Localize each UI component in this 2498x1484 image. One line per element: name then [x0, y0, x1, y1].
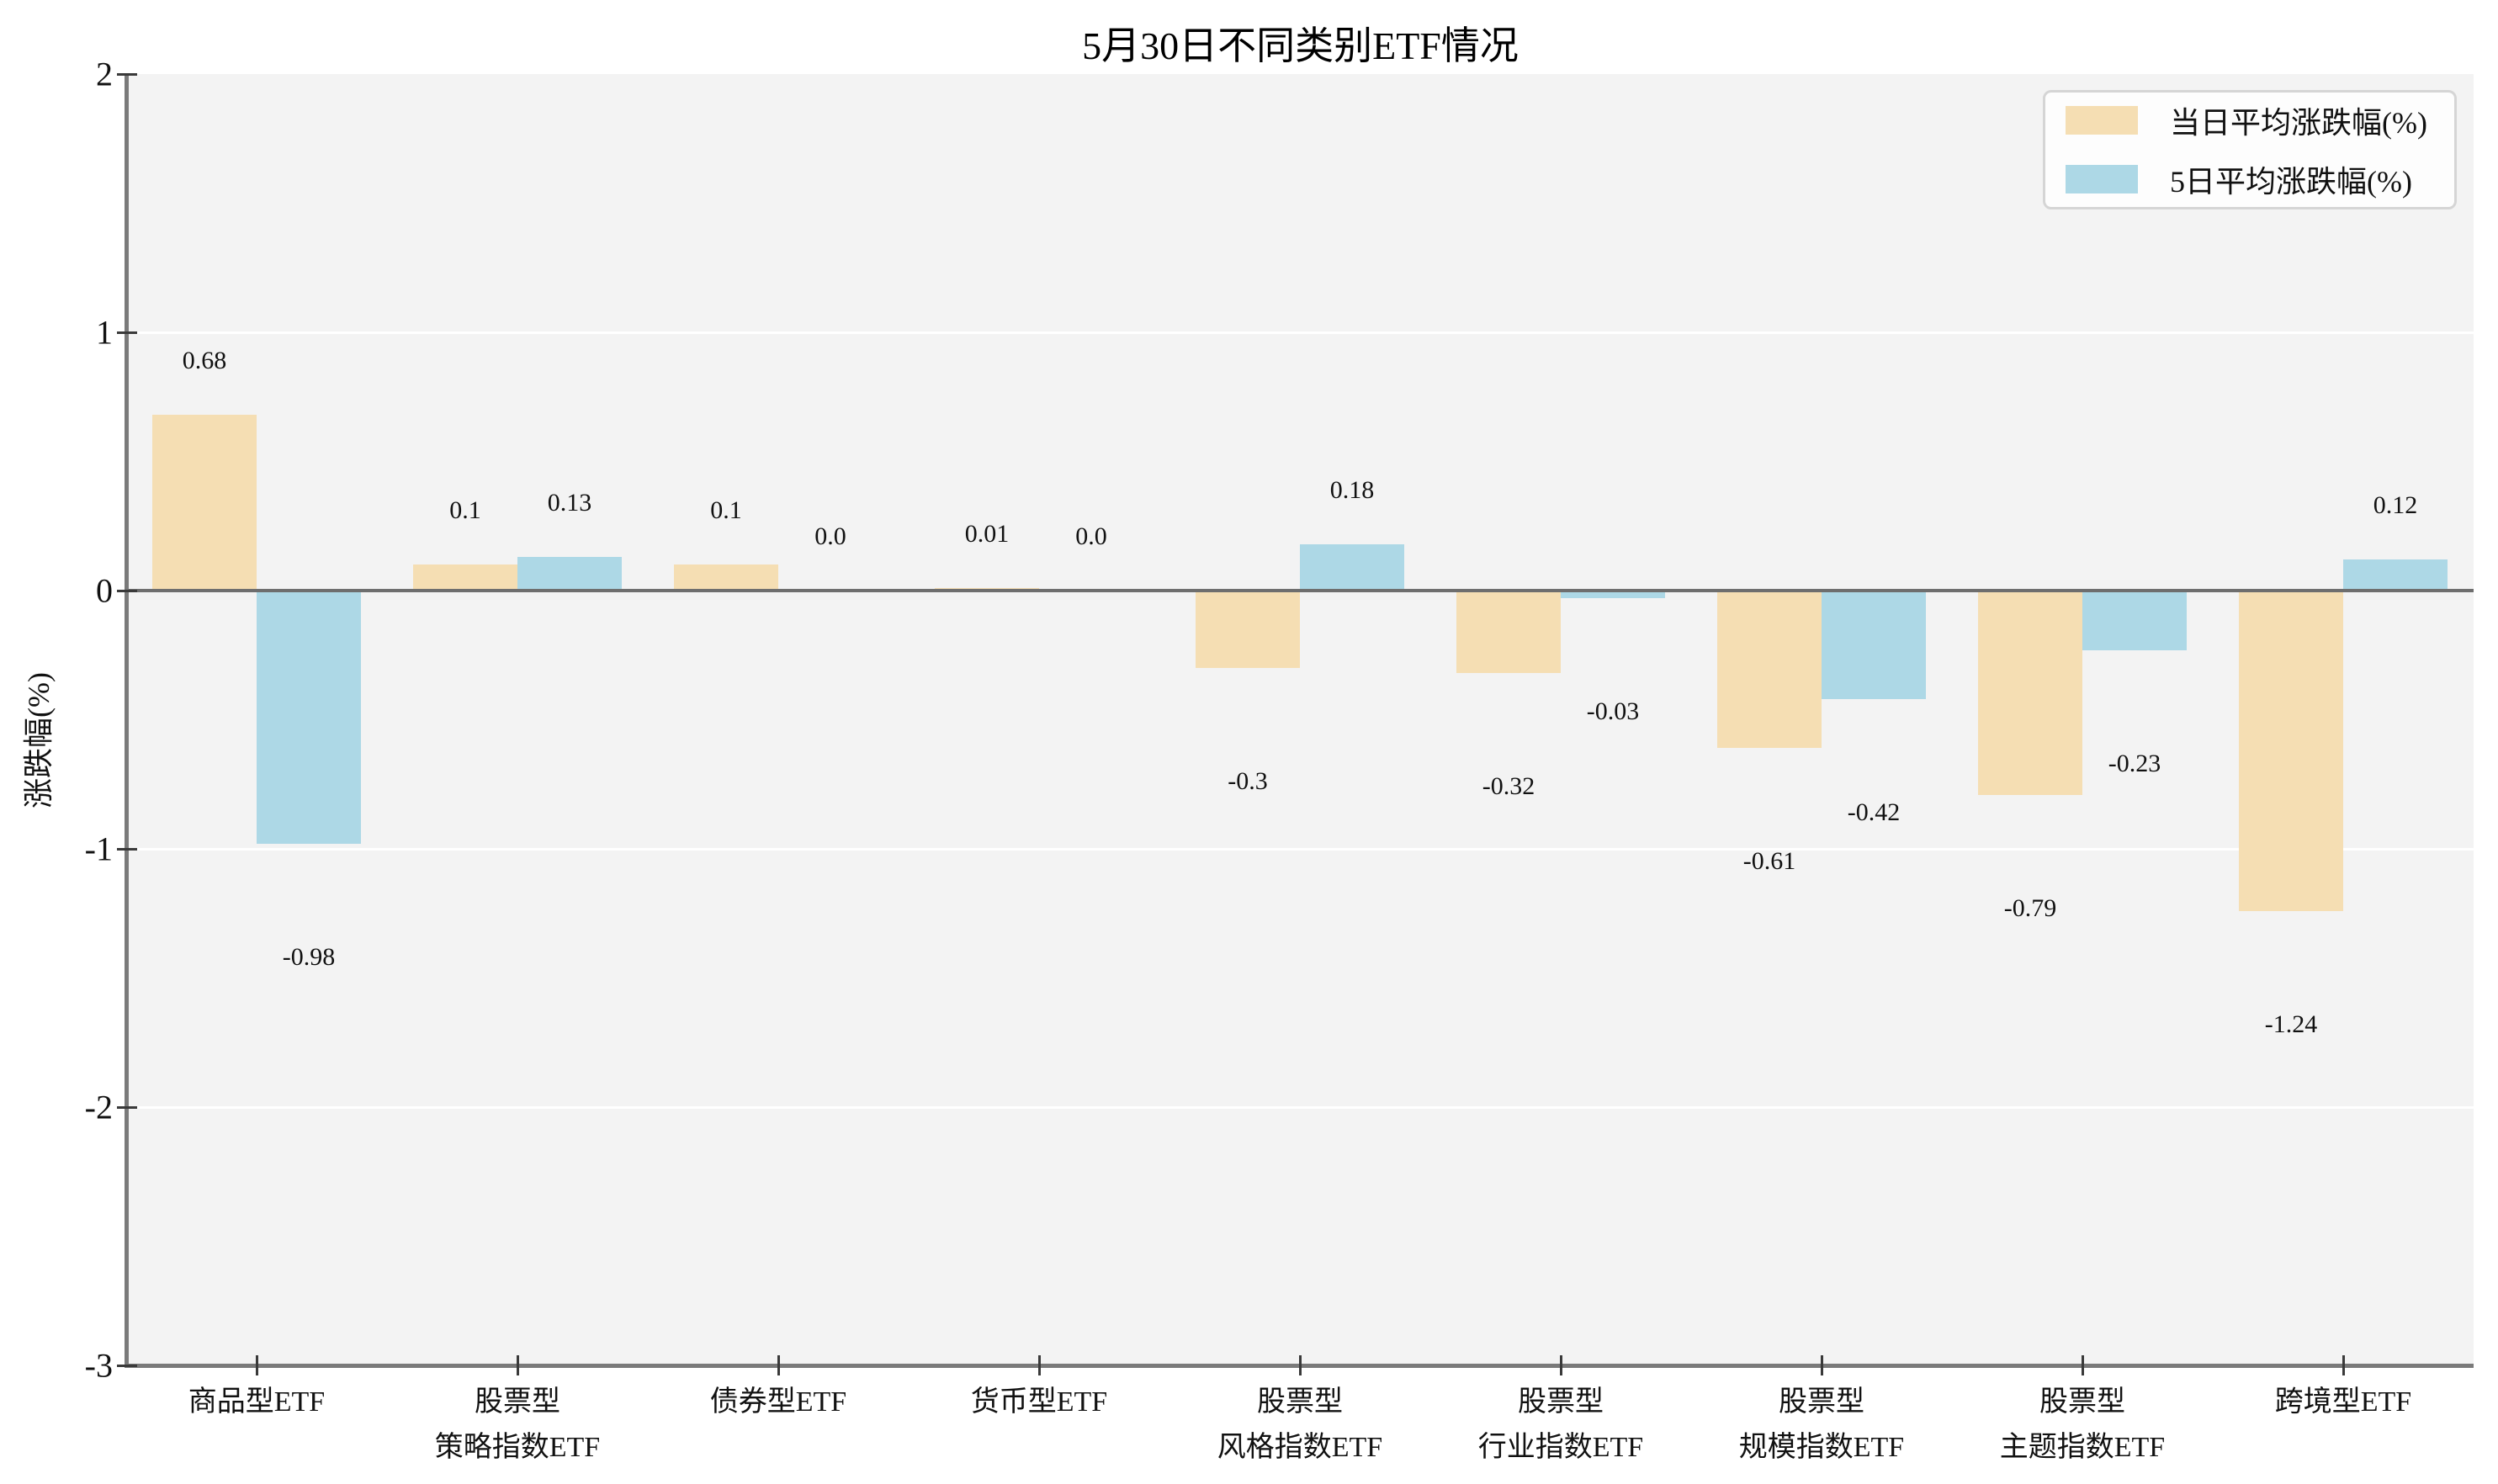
x-tick-label-7: 股票型 主题指数ETF [1999, 1386, 2166, 1463]
value-label-day-1: 0.1 [449, 496, 481, 525]
y-axis-spine [125, 74, 129, 1368]
value-label-5day-2: 0.0 [814, 522, 846, 550]
bar-5day-6 [1822, 591, 1926, 699]
y-tick-label--1: -1 [84, 829, 113, 868]
x-tick-8 [2342, 1355, 2345, 1375]
x-tick-7 [2082, 1355, 2084, 1375]
x-tick-label-1: 股票型 策略指数ETF [434, 1386, 601, 1463]
y-tick-label-2: 2 [96, 55, 113, 93]
bar-day-4 [1196, 591, 1300, 669]
x-tick-label-0: 商品型ETF [188, 1386, 326, 1418]
y-tick--2 [117, 1106, 137, 1109]
x-tick-0 [256, 1355, 258, 1375]
value-label-day-6: -0.61 [1742, 847, 1796, 876]
value-label-5day-6: -0.42 [1847, 798, 1901, 826]
value-label-5day-7: -0.23 [2108, 749, 2161, 777]
x-tick-label-3: 货币型ETF [970, 1386, 1108, 1418]
x-tick-1 [517, 1355, 519, 1375]
zero-baseline [127, 589, 2474, 592]
legend-item-0: 当日平均涨跌幅(%) [2066, 98, 2434, 142]
y-axis-title: 涨跌幅(%) [22, 672, 56, 808]
plot-area [127, 74, 2474, 1365]
x-tick-3 [1038, 1355, 1041, 1375]
y-tick-0 [117, 590, 137, 592]
x-tick-label-2: 债券型ETF [709, 1386, 847, 1418]
value-label-day-3: 0.01 [964, 519, 1010, 548]
bar-5day-5 [1561, 591, 1665, 599]
y-tick-label-1: 1 [96, 313, 113, 352]
y-tick--3 [117, 1365, 137, 1367]
x-tick-label-5: 股票型 行业指数ETF [1477, 1386, 1644, 1463]
legend-label-5day: 5日平均涨跌幅(%) [2170, 165, 2412, 199]
legend-swatch-5day [2066, 165, 2138, 193]
value-label-day-5: -0.32 [1482, 772, 1535, 801]
x-tick-6 [1821, 1355, 1823, 1375]
bar-5day-4 [1300, 543, 1404, 591]
bar-day-6 [1717, 591, 1822, 749]
y-tick-label--3: -3 [84, 1346, 113, 1385]
value-label-5day-8: 0.12 [2373, 491, 2418, 520]
y-tick-label--2: -2 [84, 1088, 113, 1126]
x-tick-label-8: 跨境型ETF [2274, 1386, 2412, 1418]
legend: 当日平均涨跌幅(%) 5日平均涨跌幅(%) [2043, 90, 2457, 209]
value-label-5day-5: -0.03 [1586, 697, 1640, 726]
x-tick-4 [1299, 1355, 1302, 1375]
value-label-5day-0: -0.98 [282, 942, 336, 971]
y-tick-1 [117, 331, 137, 334]
bar-day-1 [413, 564, 517, 591]
bar-day-2 [674, 564, 778, 591]
gridline-y--1 [127, 848, 2474, 851]
value-label-day-8: -1.24 [2264, 1010, 2318, 1038]
y-tick--1 [117, 848, 137, 851]
bar-5day-0 [257, 591, 361, 844]
value-label-5day-4: 0.18 [1329, 475, 1375, 504]
x-tick-2 [777, 1355, 780, 1375]
gridline-y-1 [127, 331, 2474, 334]
value-label-day-2: 0.1 [710, 496, 742, 525]
value-label-day-7: -0.79 [2003, 893, 2057, 922]
x-tick-5 [1560, 1355, 1562, 1375]
value-label-5day-3: 0.0 [1075, 522, 1107, 550]
bar-5day-1 [517, 557, 622, 591]
legend-label-day: 当日平均涨跌幅(%) [2170, 106, 2427, 140]
bar-day-5 [1456, 591, 1561, 674]
x-tick-label-6: 股票型 规模指数ETF [1738, 1386, 1905, 1463]
bar-day-8 [2239, 591, 2343, 911]
x-tick-label-4: 股票型 风格指数ETF [1217, 1386, 1383, 1463]
value-label-5day-1: 0.13 [547, 489, 592, 517]
bar-day-0 [152, 415, 257, 591]
bar-day-7 [1978, 591, 2082, 795]
bar-5day-7 [2082, 591, 2187, 650]
value-label-day-0: 0.68 [182, 347, 227, 375]
legend-item-1: 5日平均涨跌幅(%) [2066, 157, 2434, 201]
bar-5day-8 [2343, 559, 2448, 591]
y-tick-label-0: 0 [96, 571, 113, 610]
legend-swatch-day [2066, 106, 2138, 135]
chart-title: 5月30日不同类别ETF情况 [1082, 24, 1519, 67]
y-tick-2 [117, 73, 137, 76]
value-label-day-4: -0.3 [1228, 767, 1268, 796]
gridline-y--2 [127, 1106, 2474, 1109]
